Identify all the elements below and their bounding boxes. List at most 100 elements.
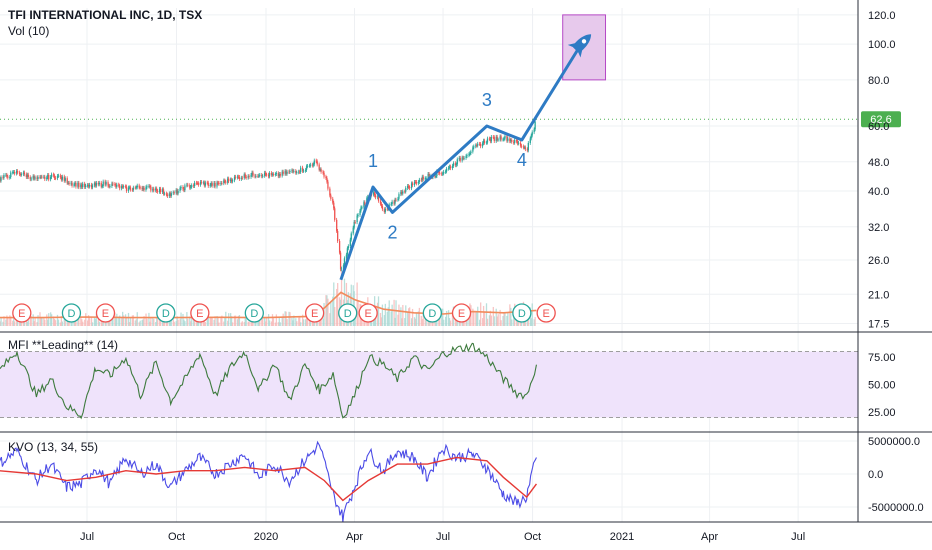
candle-body: [125, 186, 128, 191]
candle-body: [145, 187, 147, 190]
candle-body: [330, 195, 332, 199]
dividend-marker[interactable]: D: [61, 303, 82, 323]
candle-body: [441, 173, 443, 175]
candle-body: [26, 174, 28, 178]
candle-body: [159, 188, 162, 193]
earnings-marker[interactable]: E: [95, 303, 116, 323]
dividend-marker[interactable]: D: [244, 303, 264, 323]
volume-bar: [39, 312, 41, 326]
volume-bar: [398, 304, 400, 326]
candle-body: [393, 201, 395, 204]
elliott-wave-line[interactable]: [339, 43, 583, 281]
earnings-marker[interactable]: E: [358, 303, 378, 323]
volume-bar: [81, 319, 83, 326]
candle-body: [495, 136, 497, 142]
dividend-marker[interactable]: D: [422, 303, 443, 323]
candle-body: [149, 186, 151, 187]
price-pane[interactable]: 62.612345EDEDEDEDEDEDE: [0, 0, 901, 326]
volume-bar: [379, 312, 382, 326]
volume-bar: [395, 300, 397, 326]
price-tick-label: 100.0: [868, 39, 896, 51]
volume-bar: [53, 318, 56, 326]
volume-bar: [337, 283, 339, 326]
candle-body: [170, 193, 172, 196]
volume-bar: [131, 315, 134, 326]
volume-bar: [184, 321, 186, 326]
candle-body: [427, 173, 429, 179]
candle-body: [29, 177, 31, 180]
marker-circle: [12, 303, 32, 323]
candle-body: [224, 180, 226, 182]
dividend-marker[interactable]: D: [512, 303, 532, 323]
volume-bar: [78, 312, 80, 326]
marker-circle: [451, 303, 472, 323]
volume-bar: [149, 321, 151, 326]
candle-body: [78, 182, 80, 188]
dividend-marker[interactable]: D: [338, 303, 358, 323]
candle-body: [43, 176, 45, 178]
volume-bar: [88, 317, 91, 326]
candle-body: [2, 177, 4, 178]
volume-bar: [534, 317, 536, 326]
marker-circle: [244, 303, 264, 323]
volume-bar: [400, 307, 402, 326]
candle-body: [218, 182, 220, 185]
candle-body: [353, 221, 355, 228]
candle-body: [305, 166, 308, 171]
earnings-marker[interactable]: E: [12, 303, 32, 323]
volume-bar: [225, 311, 227, 326]
dividend-marker[interactable]: D: [156, 303, 176, 323]
candle-body: [281, 171, 283, 176]
candle-body: [203, 182, 206, 186]
candle-body: [209, 184, 211, 186]
volume-bar: [247, 321, 249, 326]
volume-bar: [220, 317, 222, 326]
volume-bar: [495, 308, 497, 326]
volume-bar: [473, 311, 475, 326]
candle-body: [510, 140, 512, 142]
candle-body: [33, 176, 35, 179]
candle-body: [0, 178, 1, 181]
candle-body: [230, 179, 232, 182]
candle-body: [516, 141, 519, 144]
volume-bar: [455, 318, 458, 326]
volume-bar: [115, 316, 117, 326]
candle-body: [338, 240, 341, 253]
kvo-pane[interactable]: [0, 440, 858, 523]
earnings-marker[interactable]: E: [451, 303, 472, 323]
volume-bar: [270, 321, 273, 326]
volume-bar: [98, 321, 100, 326]
candle-body: [380, 203, 383, 206]
candle-body: [359, 210, 361, 215]
volume-bar: [172, 313, 174, 326]
candle-body: [500, 136, 502, 140]
volume-bar: [477, 306, 479, 326]
candle-body: [397, 198, 399, 200]
volume-bar: [233, 315, 236, 326]
volume-bar: [451, 311, 454, 326]
volume-bar: [146, 318, 148, 326]
volume-bar: [14, 321, 16, 326]
marker-label: D: [344, 308, 352, 320]
mfi-title: MFI **Leading** (14): [8, 338, 118, 352]
volume-bar: [0, 317, 2, 326]
candle-body: [238, 176, 241, 180]
volume-bar: [206, 318, 208, 326]
candle-body: [124, 186, 127, 188]
candle-body: [102, 181, 104, 187]
candle-body: [70, 182, 72, 184]
volume-bar: [138, 322, 140, 326]
candle-body: [88, 184, 91, 187]
candle-body: [52, 174, 55, 176]
earnings-marker[interactable]: E: [304, 303, 325, 323]
mfi-pane[interactable]: [0, 342, 858, 420]
volume-bar: [122, 311, 124, 326]
earnings-marker[interactable]: E: [190, 303, 210, 323]
earnings-marker[interactable]: E: [536, 303, 556, 323]
volume-bar: [221, 315, 223, 326]
candle-body: [524, 147, 527, 150]
volume-bar: [480, 302, 482, 326]
volume-bar: [377, 296, 380, 326]
candle-body: [236, 176, 239, 178]
